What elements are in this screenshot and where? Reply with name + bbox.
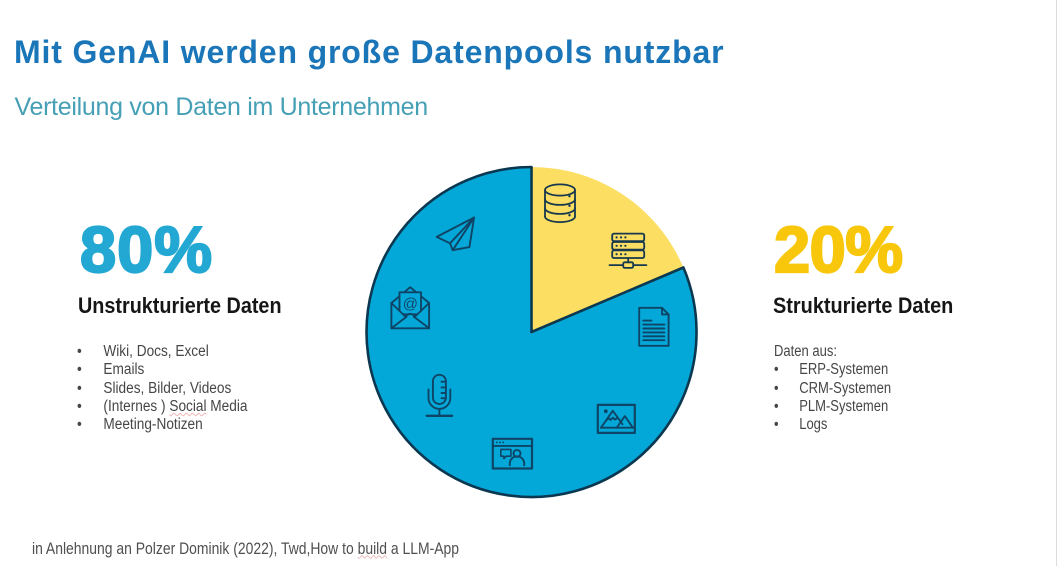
svg-text:@: @ bbox=[403, 295, 418, 312]
